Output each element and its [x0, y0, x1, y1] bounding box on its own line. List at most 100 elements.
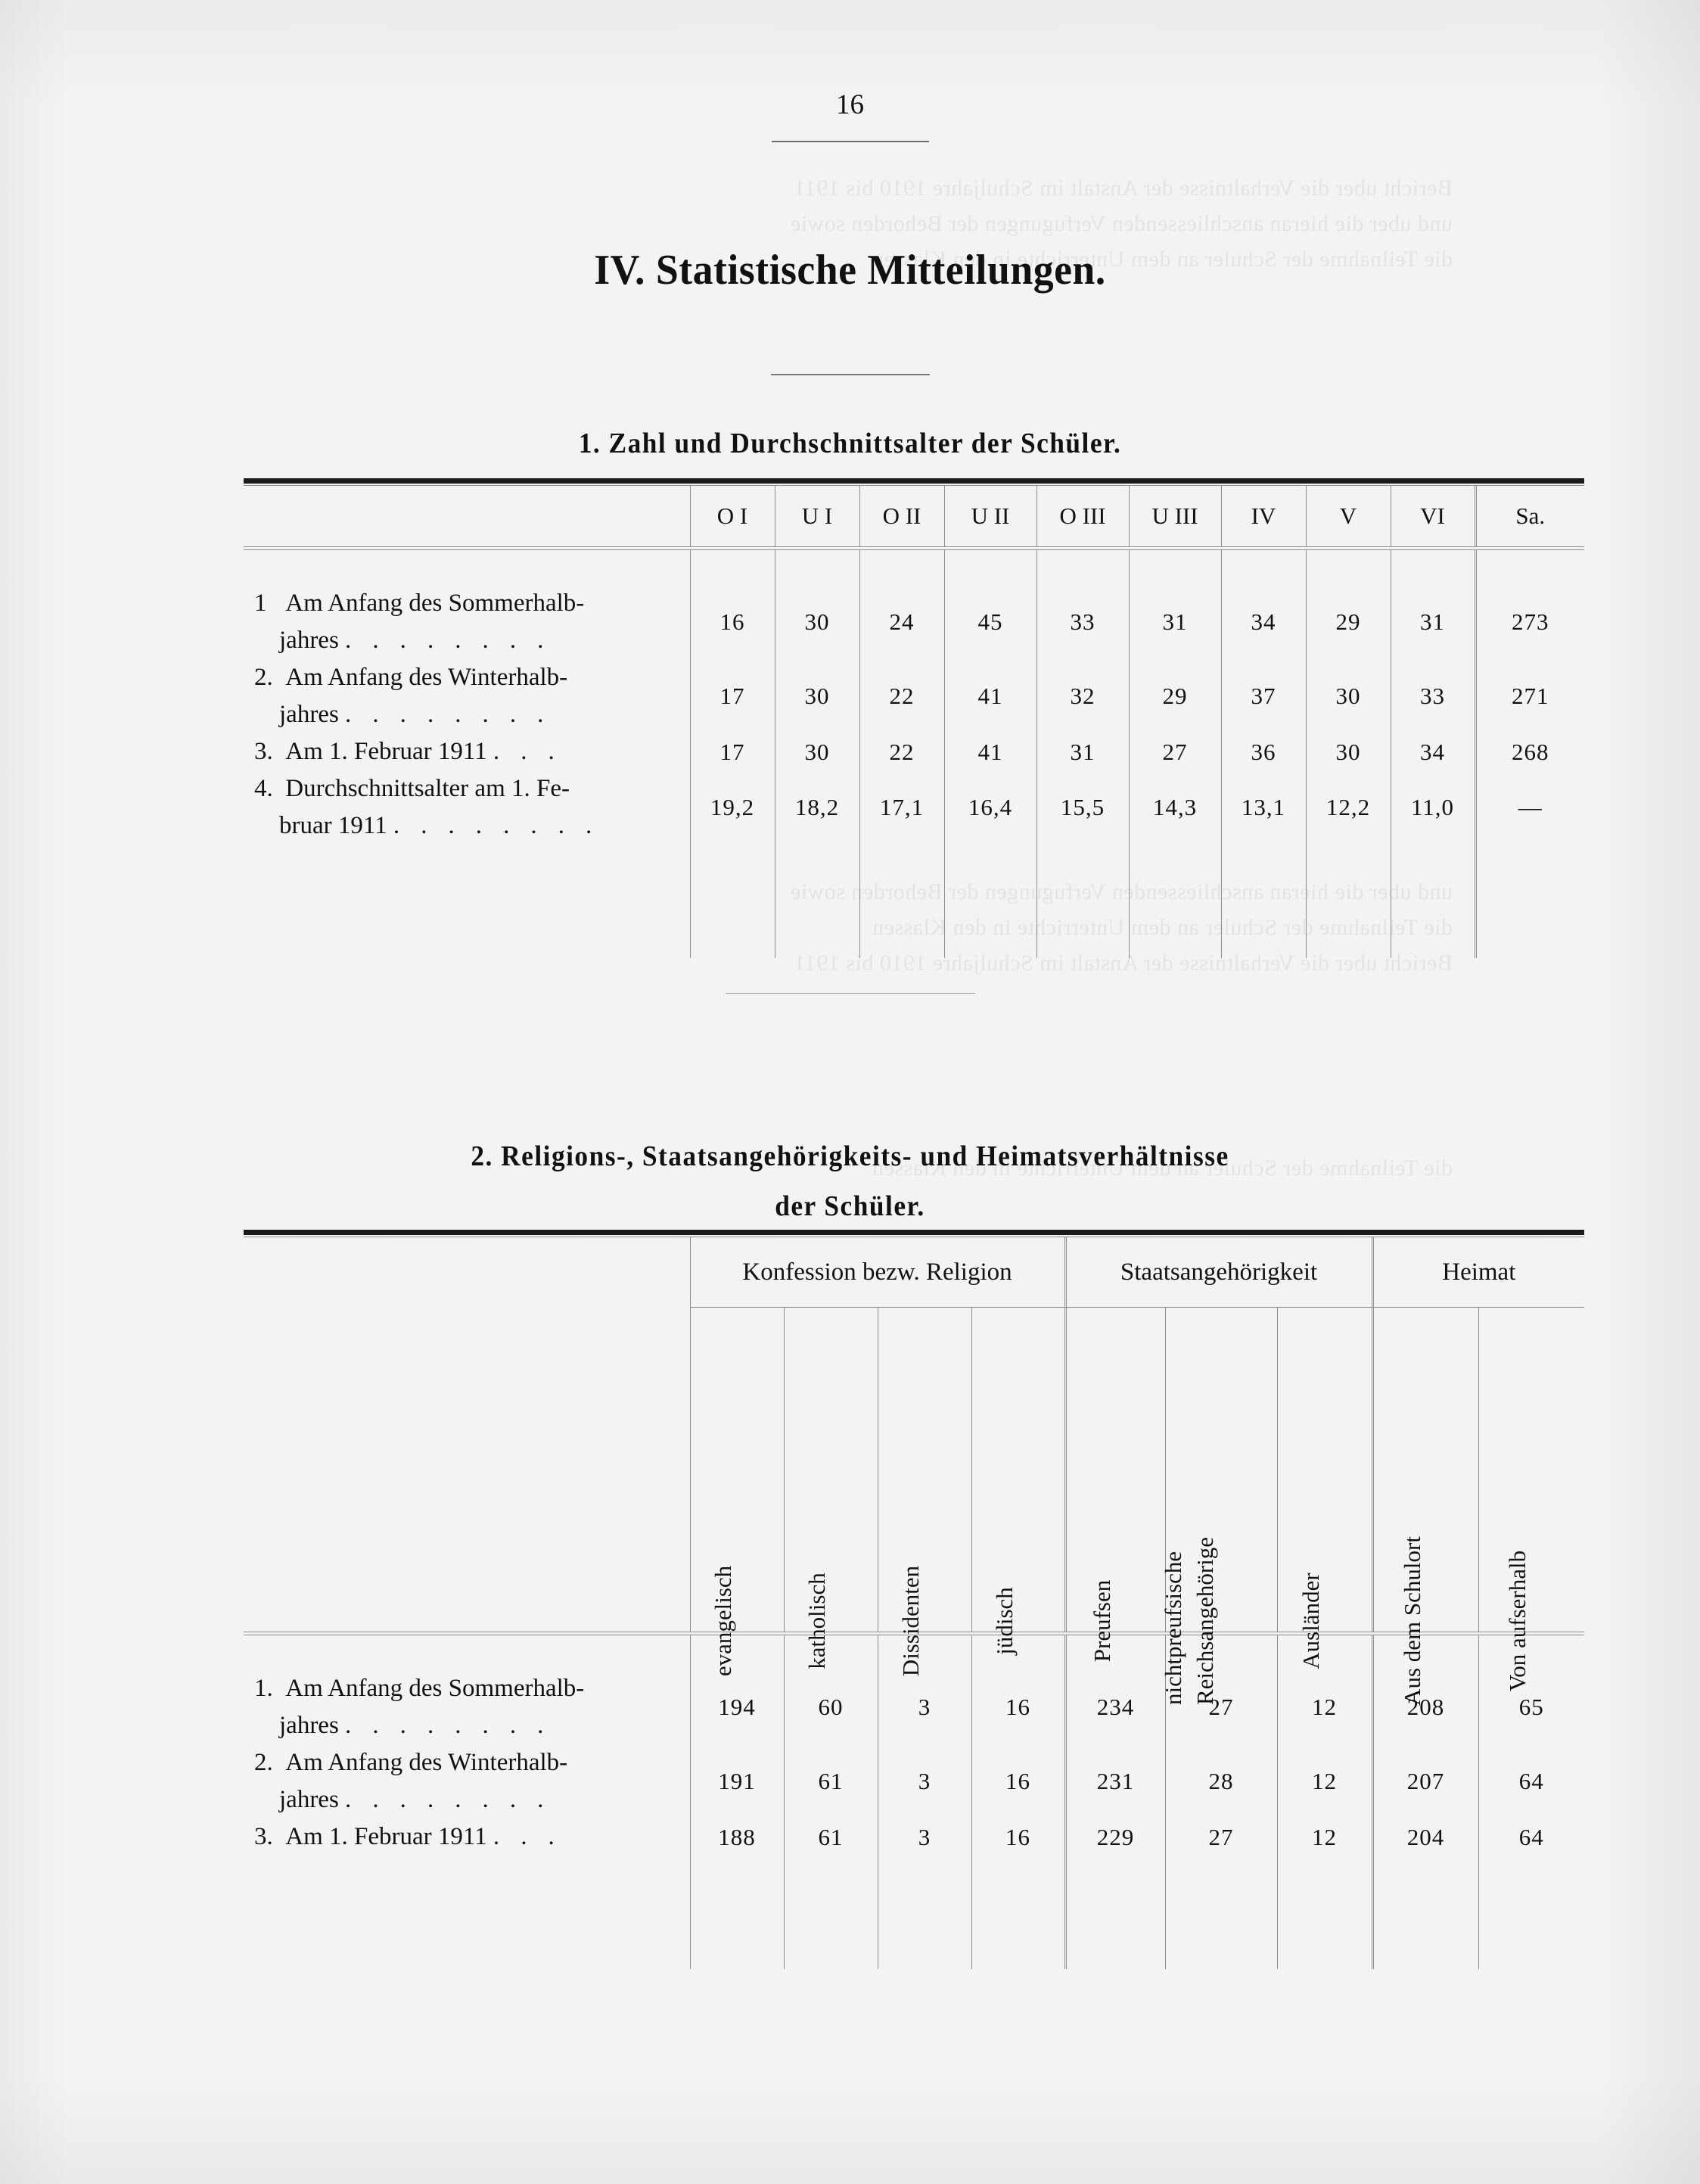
table-1-spacer-row	[244, 550, 1584, 585]
table-1-row-label-1: 1 Am Anfang des Sommerhalb- jahres . . .…	[244, 585, 690, 659]
cell: 208	[1371, 1670, 1479, 1744]
cell: 188	[689, 1818, 784, 1856]
cell: 204	[1371, 1818, 1479, 1856]
table-row: 3. Am 1. Februar 1911 . . . 17 30 22 41 …	[244, 733, 1584, 770]
cell: 27	[1164, 1818, 1278, 1856]
row-label-line2: jahres	[279, 627, 339, 654]
cell: 17	[689, 659, 775, 733]
table-1-top-rule	[244, 478, 1584, 484]
table-1-row-label-4: 4. Durchschnittsalter am 1. Fe- bruar 19…	[244, 770, 690, 845]
cell: 31	[1390, 585, 1475, 659]
table-row: 1 Am Anfang des Sommerhalb- jahres . . .…	[244, 585, 1584, 659]
cell: 14,3	[1128, 770, 1221, 845]
table-1-top-thin-rule	[244, 485, 1584, 486]
table-2-col-header-dissidenten: Dissidenten	[877, 1308, 971, 1676]
cell: 3	[877, 1670, 971, 1744]
cell: 30	[774, 659, 859, 733]
cell: 45	[943, 585, 1036, 659]
row-label-line1: Am Anfang des Winterhalb-	[285, 664, 568, 691]
table-1-col-header-uii: U II	[943, 486, 1036, 546]
table-1-col-header-sa: Sa.	[1474, 486, 1584, 546]
table-1-header-separator	[244, 546, 1584, 550]
vertical-label: Preufsen	[1088, 1579, 1115, 1663]
cell: 30	[774, 733, 859, 770]
row-number: 4.	[254, 775, 273, 802]
row-label-line2: jahres	[279, 1786, 339, 1813]
row-label-line1: Am Anfang des Sommerhalb-	[285, 1675, 585, 1702]
cell: 31	[1128, 585, 1221, 659]
cell: 194	[689, 1670, 784, 1744]
table-2-col-header-katholisch: katholisch	[783, 1308, 878, 1669]
cell: 17,1	[859, 770, 944, 845]
leader-dots: . . . . . . . .	[393, 812, 600, 839]
table-2-group-header-heimat: Heimat	[1371, 1237, 1585, 1307]
title-divider-rule	[770, 374, 930, 375]
leader-dots: . . .	[493, 738, 562, 765]
table-1: O I U I O II U II O III U III IV V VI Sa…	[244, 486, 1584, 958]
row-label-line1: Durchschnittsalter am 1. Fe-	[285, 775, 570, 802]
page-number-rule	[771, 141, 929, 142]
row-number: 3.	[254, 738, 273, 765]
cell: 12,2	[1305, 770, 1391, 845]
cell: 22	[859, 659, 944, 733]
cell: 12	[1276, 1818, 1373, 1856]
table-2-group-separator	[244, 1307, 1585, 1308]
cell: 15,5	[1036, 770, 1129, 845]
cell: 12	[1276, 1670, 1373, 1744]
table-2-header-corner	[244, 1308, 690, 1632]
table-1-col-header-ui: U I	[774, 486, 859, 546]
table-2-row-label-2: 2. Am Anfang des Winterhalb- jahres . . …	[244, 1744, 690, 1818]
table-2-header-separator	[244, 1632, 1585, 1635]
page-number: 16	[836, 89, 864, 120]
table-1-col-header-oii: O II	[859, 486, 944, 546]
vertical-label: evangelisch	[710, 1565, 736, 1677]
cell: 18,2	[774, 770, 859, 845]
row-label-line2: Am 1. Februar 1911	[285, 738, 487, 765]
table-1-col-header-uiii: U III	[1128, 486, 1221, 546]
table-2-col-header-juedisch: jüdisch	[971, 1308, 1066, 1655]
table-1-col-header-oi: O I	[689, 486, 775, 546]
table-2-bottom-spacer	[244, 1856, 1585, 1969]
table-2-container: Konfession bezw. Religion Staatsangehöri…	[244, 1230, 1585, 1969]
table-2-spacer-row	[244, 1635, 1585, 1670]
cell: —	[1474, 770, 1584, 845]
table-1-header-row: O I U I O II U II O III U III IV V VI Sa…	[244, 486, 1584, 546]
row-number: 2.	[254, 664, 273, 691]
cell: 34	[1220, 585, 1306, 659]
cell: 33	[1036, 585, 1129, 659]
row-label-line2: jahres	[279, 1712, 339, 1739]
table-row: 3. Am 1. Februar 1911 . . . 188 61 3 16 …	[244, 1818, 1585, 1856]
table-row: 4. Durchschnittsalter am 1. Fe- bruar 19…	[244, 770, 1584, 845]
cell: 36	[1220, 733, 1306, 770]
table-1-col-header-vi: VI	[1390, 486, 1475, 546]
cell: 34	[1390, 733, 1475, 770]
row-number: 2.	[254, 1749, 273, 1776]
vertical-label: Aus dem Schulort	[1398, 1536, 1425, 1706]
cell: 268	[1474, 733, 1584, 770]
leader-dots: . . . . . . . .	[345, 1786, 552, 1813]
vertical-label: jüdisch	[990, 1587, 1018, 1655]
cell: 60	[783, 1670, 878, 1744]
row-number: 1	[254, 590, 267, 617]
cell: 27	[1164, 1670, 1278, 1744]
cell: 27	[1128, 733, 1221, 770]
cell: 64	[1478, 1744, 1585, 1818]
cell: 37	[1220, 659, 1306, 733]
cell: 29	[1128, 659, 1221, 733]
table-1-container: O I U I O II U II O III U III IV V VI Sa…	[244, 478, 1584, 958]
section-1-title: 1. Zahl und Durchschnittsalter der Schül…	[578, 428, 1122, 459]
section-2-title: 2. Religions-, Staatsangehörigkeits- und…	[60, 1131, 1641, 1231]
table-2-group-header-row: Konfession bezw. Religion Staatsangehöri…	[244, 1237, 1585, 1307]
cell: 16	[689, 585, 775, 659]
cell: 3	[877, 1744, 971, 1818]
row-number: 3.	[254, 1823, 273, 1850]
cell: 32	[1036, 659, 1129, 733]
table-2-corner-cell	[244, 1237, 690, 1307]
cell: 24	[859, 585, 944, 659]
table-1-col-header-iv: IV	[1220, 486, 1306, 546]
leader-dots: . . . . . . . .	[345, 1712, 552, 1739]
table-2-group-header-staatsangehoerigkeit: Staatsangehörigkeit	[1064, 1237, 1373, 1307]
row-label-line2: jahres	[279, 701, 339, 728]
leader-dots: . . .	[493, 1823, 562, 1850]
cell: 22	[859, 733, 944, 770]
